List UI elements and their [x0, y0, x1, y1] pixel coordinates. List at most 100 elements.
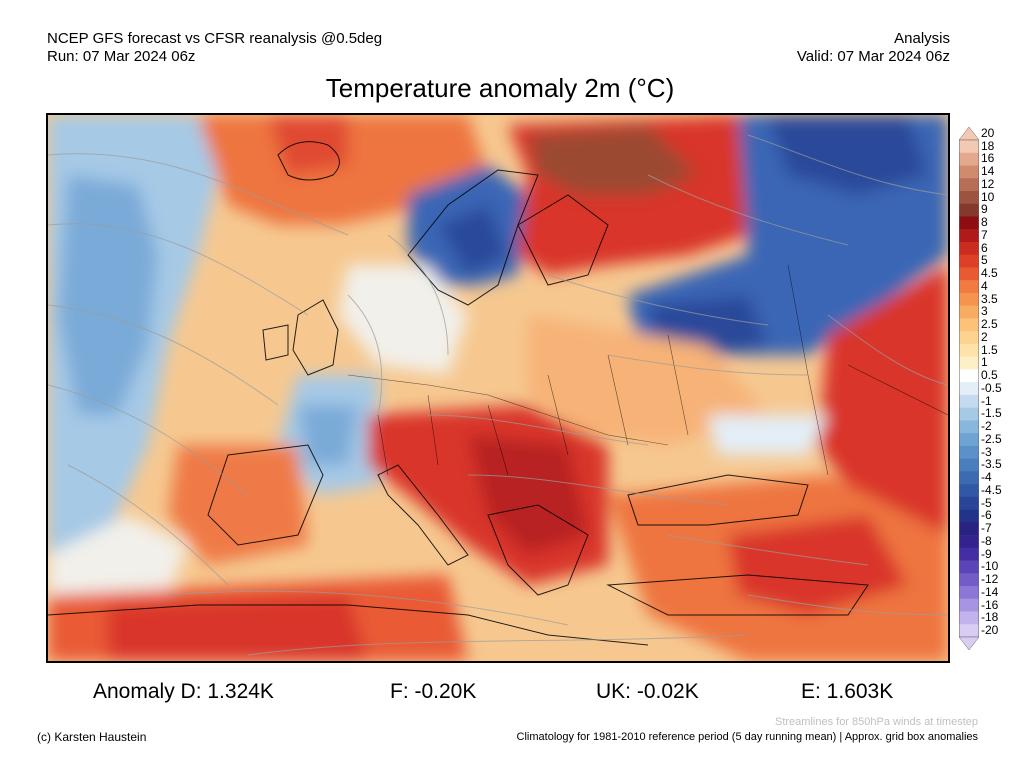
colorbar-tick-label: 20: [981, 126, 995, 140]
colorbar-tick-label: -9: [981, 546, 992, 561]
colorbar-tick-label: -1: [981, 393, 992, 408]
country-borders: [347, 264, 948, 476]
balkans-coast: [487, 504, 589, 596]
colorbar-tick-label: -8: [981, 533, 992, 548]
finland-coast: [517, 194, 609, 286]
colorbar-cell: [959, 471, 979, 485]
colorbar-cell: [959, 484, 979, 498]
colorbar-tick-label: 12: [981, 176, 995, 191]
colorbar-tick-label: 1: [981, 355, 988, 370]
anomaly-domain: Anomaly D: 1.324K: [93, 680, 274, 703]
border-line-4: [487, 404, 509, 476]
black-sea-coast: [627, 474, 809, 526]
colorbar-tick-label: 4: [981, 278, 988, 293]
colorbar-tick-label: -12: [981, 572, 999, 587]
run-time: Run: 07 Mar 2024 06z: [47, 48, 196, 65]
border-line-9: [847, 364, 948, 416]
colorbar-cell: [959, 203, 979, 217]
anomaly-france: F: -0.20K: [390, 680, 477, 703]
colorbar-cell: [959, 407, 979, 421]
colorbar-tick-label: -7: [981, 521, 992, 536]
colorbar-cell: [959, 420, 979, 434]
border-line-2: [377, 414, 389, 476]
anomaly-uk: UK: -0.02K: [596, 680, 699, 703]
colorbar-cell: [959, 445, 979, 459]
colorbar-cell: [959, 165, 979, 179]
border-line-7: [667, 334, 689, 436]
colorbar-tick-label: 10: [981, 189, 995, 204]
colorbar-tick-label: 9: [981, 202, 988, 217]
colorbar-tick-label: -1.5: [981, 406, 1002, 421]
anomaly-shading: [48, 115, 948, 661]
atlantic-neutral-south: [48, 515, 188, 595]
russia-cold-core: [768, 115, 928, 195]
colorbar-tick-label: -20: [981, 623, 999, 637]
anomaly-europe: E: 1.603K: [801, 680, 894, 703]
map-title: Temperature anomaly 2m (°C): [325, 73, 675, 103]
colorbar-tick-label: 14: [981, 164, 995, 179]
colorbar-cell: [959, 292, 979, 306]
caspian-warm: [818, 265, 948, 535]
colorbar-cell: [959, 305, 979, 319]
colorbar-cell: [959, 509, 979, 523]
climatology-note: Climatology for 1981-2010 reference peri…: [516, 731, 978, 743]
colorbar-cell: [959, 280, 979, 294]
border-line-5: [547, 374, 569, 456]
north-africa-coast: [48, 604, 649, 646]
colorbar-cell: [959, 140, 979, 154]
streamline-note: Streamlines for 850hPa winds at timestep: [775, 716, 978, 728]
coastlines: [48, 141, 869, 646]
colorbar-tick-label: 3.5: [981, 291, 998, 306]
border-line-3: [427, 394, 439, 466]
colorbar-cell: [959, 229, 979, 243]
forecast-type: Analysis: [894, 30, 950, 47]
colorbar-tick-label: 3: [981, 304, 988, 319]
colorbar-cell: [959, 343, 979, 357]
colorbar: [959, 127, 979, 650]
colorbar-tick-label: 5: [981, 253, 988, 268]
colorbar-cell: [959, 382, 979, 396]
model-description: NCEP GFS forecast vs CFSR reanalysis @0.…: [47, 30, 383, 47]
turkey-coast: [606, 574, 869, 616]
black-sea-neutral: [708, 415, 828, 455]
colorbar-tick-label: -2: [981, 419, 992, 434]
colorbar-cell: [959, 331, 979, 345]
eastern-europe-mild: [528, 315, 768, 445]
colorbar-cells: [959, 139, 979, 638]
colorbar-tick-label: 0.5: [981, 368, 998, 383]
colorbar-cell: [959, 356, 979, 370]
colorbar-tick-label: -16: [981, 597, 999, 612]
colorbar-cell: [959, 560, 979, 574]
anomaly-map: [46, 113, 950, 663]
colorbar-cell: [959, 254, 979, 268]
border-line-6: [607, 354, 629, 446]
colorbar-tick-label: -5: [981, 495, 992, 510]
colorbar-cell: [959, 624, 979, 638]
colorbar-bottom-arrow: [959, 636, 979, 650]
colorbar-tick-label: 1.5: [981, 342, 998, 357]
colorbar-tick-label: -2.5: [981, 431, 1002, 446]
iceland-warm-core: [268, 115, 348, 175]
credit: (c) Karsten Haustein: [37, 730, 147, 744]
colorbar-cell: [959, 318, 979, 332]
colorbar-cell: [959, 178, 979, 192]
colorbar-tick-label: -10: [981, 559, 999, 574]
colorbar-tick-label: -6: [981, 508, 992, 523]
header-right: Analysis Valid: 07 Mar 2024 06z: [797, 30, 950, 66]
colorbar-tick-label: -4.5: [981, 482, 1002, 497]
colorbar-tick-label: 6: [981, 240, 988, 255]
colorbar-tick-label: -0.5: [981, 380, 1002, 395]
britain-coast: [292, 299, 339, 376]
colorbar-cell: [959, 152, 979, 166]
colorbar-tick-label: 4.5: [981, 266, 998, 281]
colorbar-cell: [959, 241, 979, 255]
colorbar-cell: [959, 547, 979, 561]
colorbar-tick-label: -4: [981, 470, 992, 485]
colorbar-tick-label: 16: [981, 151, 995, 166]
streamlines-850hpa: [48, 134, 948, 656]
balkans-warm-core: [468, 435, 588, 555]
colorbar-tick-label: -3.5: [981, 457, 1002, 472]
colorbar-tick-label: 2.5: [981, 317, 998, 332]
colorbar-cell: [959, 369, 979, 383]
colorbar-cell: [959, 598, 979, 612]
